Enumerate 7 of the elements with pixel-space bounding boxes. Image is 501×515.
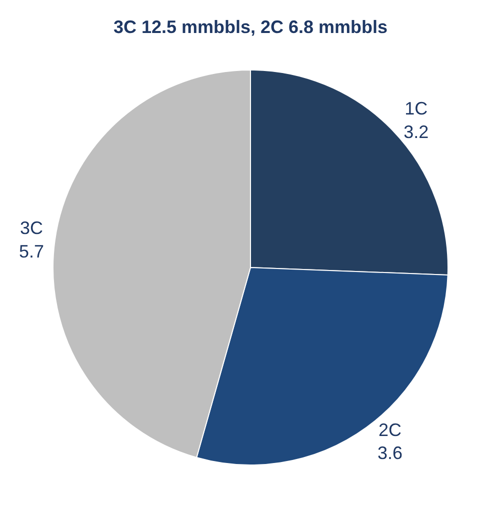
slice-label: 2C <box>378 420 402 440</box>
data-label: 3.6 <box>377 443 402 464</box>
slice-label: 3C <box>20 218 44 238</box>
slice-label: 1C <box>404 98 428 118</box>
data-label: 5.7 <box>19 242 44 262</box>
data-label: 3.2 <box>404 122 429 142</box>
chart-title: 3C 12.5 mmbbls, 2C 6.8 mmbbls <box>113 17 388 38</box>
